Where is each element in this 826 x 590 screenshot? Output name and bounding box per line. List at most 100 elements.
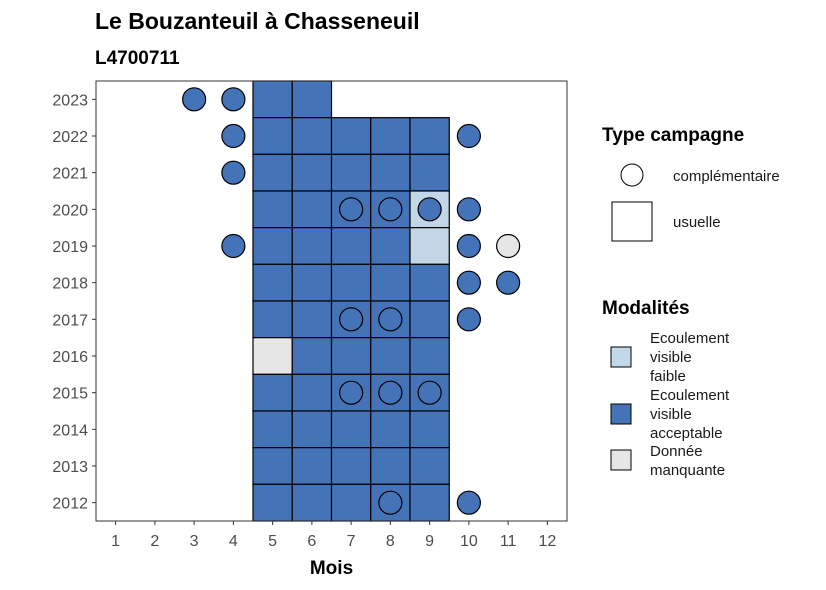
tile-usuelle [291, 447, 333, 485]
y-tick-label: 2013 [52, 459, 88, 476]
tile-usuelle [409, 410, 450, 449]
legend-faible-label: Ecoulement visible faible [650, 330, 733, 385]
point-complementaire [456, 233, 481, 259]
x-axis-title: Mois [310, 558, 353, 579]
point-complementaire [378, 197, 403, 222]
point-complementaire [221, 160, 246, 185]
tile-usuelle [409, 117, 450, 155]
y-tick-label: 2014 [52, 422, 88, 439]
tile-usuelle [291, 263, 333, 302]
y-axis: 2012 2013 2014 2015 2016 2017 2018 2019 2020 2021… [52, 92, 96, 513]
point-complementaire [221, 87, 246, 112]
x-tick-label: 4 [229, 533, 238, 550]
legend-complementaire-label: complémentaire [673, 168, 780, 185]
tile-usuelle [252, 300, 293, 339]
x-tick-label: 3 [190, 533, 199, 550]
legend-type-title: Type campagne [602, 125, 744, 146]
tile-usuelle [370, 410, 411, 449]
tiles-layer [252, 80, 450, 522]
y-tick-label: 2017 [52, 312, 88, 329]
tile-usuelle [409, 263, 450, 302]
tile-usuelle [252, 80, 293, 119]
tile-usuelle [291, 227, 333, 265]
tile-usuelle [330, 337, 372, 375]
tile-usuelle [370, 447, 411, 485]
point-complementaire [339, 307, 364, 332]
tile-usuelle [252, 227, 293, 265]
point-complementaire [221, 233, 246, 259]
point-complementaire [378, 380, 403, 405]
tile-usuelle [330, 410, 372, 449]
legend-square-symbol [611, 201, 653, 242]
tile-usuelle [252, 153, 293, 192]
tile-usuelle [370, 227, 411, 265]
tile-usuelle [330, 483, 372, 522]
chart-subtitle: L4700711 [95, 48, 180, 69]
tile-usuelle [409, 337, 450, 375]
y-tick-label: 2012 [52, 496, 88, 513]
legend-manquante-label: Donnée manquante [650, 443, 725, 479]
point-complementaire [496, 270, 521, 295]
legend-usuelle-label: usuelle [673, 214, 721, 231]
point-complementaire [456, 123, 481, 149]
point-complementaire [456, 307, 481, 332]
tile-usuelle [291, 410, 333, 449]
tile-usuelle [291, 117, 333, 155]
tile-usuelle [252, 483, 293, 522]
tile-usuelle [330, 447, 372, 485]
tile-usuelle [330, 153, 372, 192]
point-complementaire [417, 197, 442, 222]
point-complementaire [417, 380, 442, 405]
point-complementaire [221, 123, 246, 149]
point-complementaire [378, 307, 403, 332]
legend-acceptable-swatch [610, 403, 632, 425]
chart-title: Le Bouzanteuil à Chasseneuil [95, 8, 420, 34]
tile-usuelle [291, 80, 333, 119]
tile-usuelle [291, 337, 333, 375]
y-tick-label: 2022 [52, 129, 88, 146]
tile-usuelle [291, 300, 333, 339]
tile-usuelle [252, 117, 293, 155]
x-tick-label: 9 [425, 533, 434, 550]
point-complementaire [496, 233, 521, 259]
tile-usuelle [370, 117, 411, 155]
x-tick-label: 5 [268, 533, 277, 550]
tile-usuelle [291, 190, 333, 229]
tile-usuelle [409, 447, 450, 485]
legend-acceptable-label: Ecoulement visible acceptable [650, 387, 733, 442]
x-tick-label: 1 [111, 533, 120, 550]
y-tick-label: 2019 [52, 239, 88, 256]
tile-usuelle [291, 483, 333, 522]
tile-usuelle [252, 190, 293, 229]
plot-border [95, 80, 568, 522]
point-complementaire [456, 490, 481, 515]
x-tick-label: 8 [386, 533, 395, 550]
legend-type-campagne: Type campagne complémentaire usuelle [602, 125, 780, 242]
tile-usuelle [252, 447, 293, 485]
tile-usuelle [252, 263, 293, 302]
y-tick-label: 2021 [52, 166, 88, 183]
tile-usuelle [291, 373, 333, 412]
x-tick-label: 10 [460, 533, 478, 550]
tile-usuelle [370, 263, 411, 302]
tile-usuelle [409, 153, 450, 192]
x-tick-label: 12 [538, 533, 556, 550]
tile-usuelle [409, 300, 450, 339]
x-tick-label: 11 [500, 533, 517, 550]
point-complementaire [182, 87, 207, 112]
tile-usuelle [370, 337, 411, 375]
legend-circle-symbol [620, 163, 644, 187]
tile-usuelle [291, 153, 333, 192]
point-complementaire [456, 270, 481, 295]
legend-modalites: Modalités Ecoulement visible faible Ecou… [602, 298, 733, 479]
legend-manquante-swatch [610, 449, 632, 471]
point-complementaire [378, 490, 403, 515]
points-layer [182, 87, 521, 515]
tile-usuelle [252, 410, 293, 449]
tile-usuelle [252, 337, 293, 375]
point-complementaire [456, 197, 481, 222]
legend-faible-swatch [610, 346, 632, 368]
tile-usuelle [409, 483, 450, 522]
tile-usuelle [330, 117, 372, 155]
